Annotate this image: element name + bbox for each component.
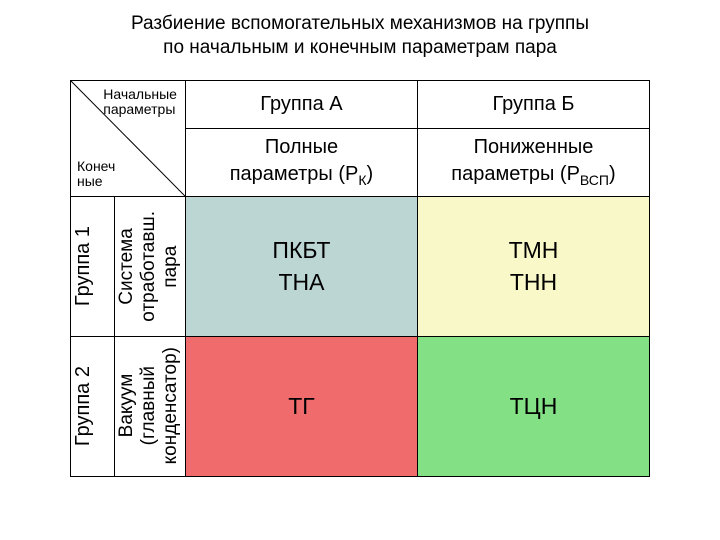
cell-1-b: ТМНТНН <box>417 196 649 336</box>
corner-bottom-label: Конечные <box>77 159 115 190</box>
row-2-subheader-text: Вакуум(главныйконденсатор) <box>116 347 182 464</box>
title-line-2: по начальным и конечным параметрам пара <box>163 37 557 58</box>
cell-1-a: ПКБТТНА <box>185 196 417 336</box>
row-1-subheader: Системаотработавш.пара <box>114 196 185 336</box>
cell-2-b: ТЦН <box>417 336 649 476</box>
page-title: Разбиение вспомогательных механизмов на … <box>0 12 720 60</box>
col-b-header: Группа Б <box>417 80 649 128</box>
row-1-header-text: Группа 1 <box>72 226 95 306</box>
row-2-header-text: Группа 2 <box>72 366 95 446</box>
col-b-subheader: Пониженныепараметры (РВСП) <box>417 128 649 196</box>
cell-2-a: ТГ <box>185 336 417 476</box>
row-2-header: Группа 2 <box>71 336 115 476</box>
col-a-subheader: Полныепараметры (РК) <box>185 128 417 196</box>
title-line-1: Разбиение вспомогательных механизмов на … <box>131 13 589 34</box>
corner-cell: Начальныепараметры Конечные <box>71 80 186 196</box>
matrix-table: Начальныепараметры Конечные Группа А Гру… <box>70 80 650 477</box>
row-1-header: Группа 1 <box>71 196 115 336</box>
corner-top-label: Начальныепараметры <box>103 87 177 118</box>
row-2-subheader: Вакуум(главныйконденсатор) <box>114 336 185 476</box>
row-1-subheader-text: Системаотработавш.пара <box>116 211 182 322</box>
col-a-header: Группа А <box>185 80 417 128</box>
